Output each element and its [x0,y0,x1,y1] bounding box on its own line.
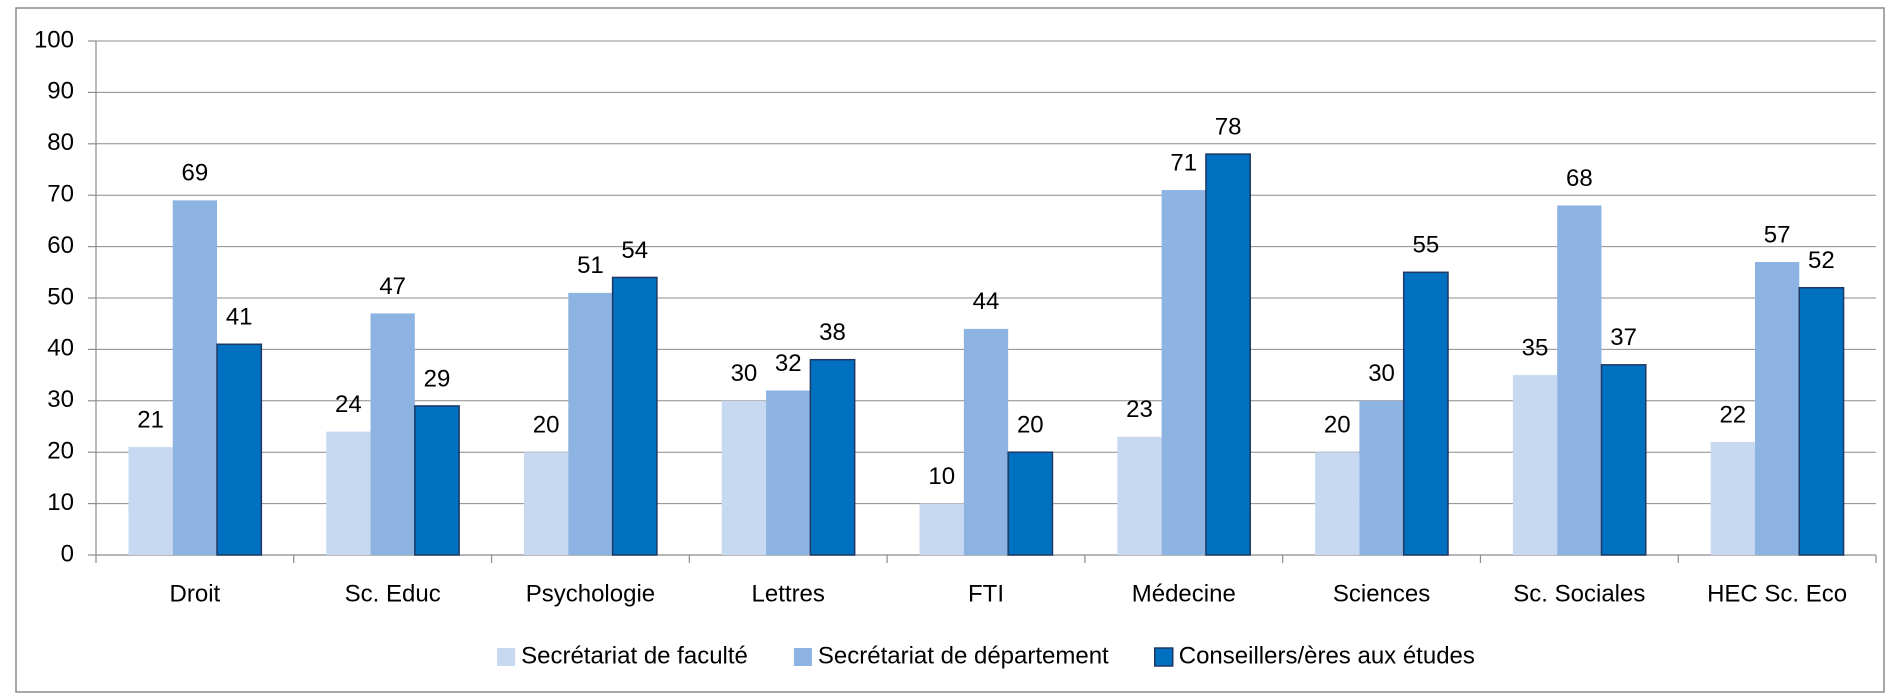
bar [1557,205,1602,556]
bar [1315,452,1360,555]
bar [611,276,658,556]
bar [172,200,218,555]
bar [1205,153,1251,556]
x-tick-label: Médecine [1132,580,1236,607]
bar [1359,400,1404,555]
x-tick-label: FTI [968,580,1004,607]
y-tick-label: 50 [47,283,74,310]
data-label: 68 [1566,165,1593,192]
y-tick-label: 20 [47,438,74,465]
bar [414,405,460,556]
data-label: 47 [379,273,406,300]
bar [1161,190,1206,555]
data-label: 10 [928,463,955,490]
data-label: 44 [973,288,1000,315]
bar [523,452,569,555]
legend-label: Conseillers/ères aux études [1179,642,1475,669]
bar [721,400,767,555]
data-label: 57 [1764,221,1791,248]
chart-frame [15,7,1885,693]
bar [1007,451,1054,556]
data-label: 51 [577,252,604,279]
data-label: 23 [1126,396,1153,423]
bar [766,390,811,555]
y-tick-label: 80 [47,129,74,156]
bar [1798,286,1845,556]
legend-label: Secrétariat de département [818,642,1109,669]
data-label: 41 [226,304,253,331]
y-tick-label: 100 [34,26,74,53]
bar [568,292,613,555]
data-label: 20 [533,412,560,439]
bar [809,358,856,556]
data-label: 30 [731,360,758,387]
bar [1600,364,1647,556]
bar [326,431,371,555]
data-label: 55 [1413,232,1440,259]
data-label: 24 [335,391,362,418]
legend-swatch [497,648,516,666]
data-label: 35 [1522,334,1549,361]
x-tick-label: Psychologie [526,580,655,607]
bar [1754,262,1800,555]
data-label: 54 [621,237,648,264]
x-tick-label: HEC Sc. Eco [1707,580,1847,607]
bar [216,343,263,556]
bar [919,503,964,555]
x-tick-label: Sc. Educ [345,580,441,607]
data-label: 32 [775,350,802,377]
y-tick-label: 90 [47,78,74,105]
y-tick-label: 10 [47,489,74,516]
bar [128,447,173,555]
bar [1710,441,1755,555]
x-tick-label: Sciences [1333,580,1430,607]
x-tick-label: Droit [170,580,221,607]
data-label: 38 [819,319,846,346]
x-tick-label: Sc. Sociales [1513,580,1645,607]
y-tick-label: 30 [47,386,74,413]
data-label: 71 [1170,149,1197,176]
bar [1402,271,1449,556]
data-label: 30 [1368,360,1395,387]
bar [370,313,415,555]
y-tick-label: 0 [61,540,74,567]
y-tick-label: 40 [47,335,74,362]
bar [1512,375,1558,555]
data-label: 37 [1610,324,1637,351]
bar [1117,436,1162,555]
legend-label: Secrétariat de faculté [521,642,748,669]
legend-swatch [1153,647,1174,667]
legend-swatch [793,648,812,666]
data-label: 52 [1808,247,1835,274]
y-tick-label: 70 [47,181,74,208]
bar [963,328,1009,555]
data-label: 22 [1719,401,1746,428]
data-label: 29 [424,365,451,392]
data-label: 78 [1215,113,1242,140]
x-tick-label: Lettres [752,580,825,607]
data-label: 20 [1017,412,1044,439]
data-label: 21 [137,406,164,433]
y-tick-label: 60 [47,232,74,259]
data-label: 20 [1324,412,1351,439]
data-label: 69 [182,160,209,187]
